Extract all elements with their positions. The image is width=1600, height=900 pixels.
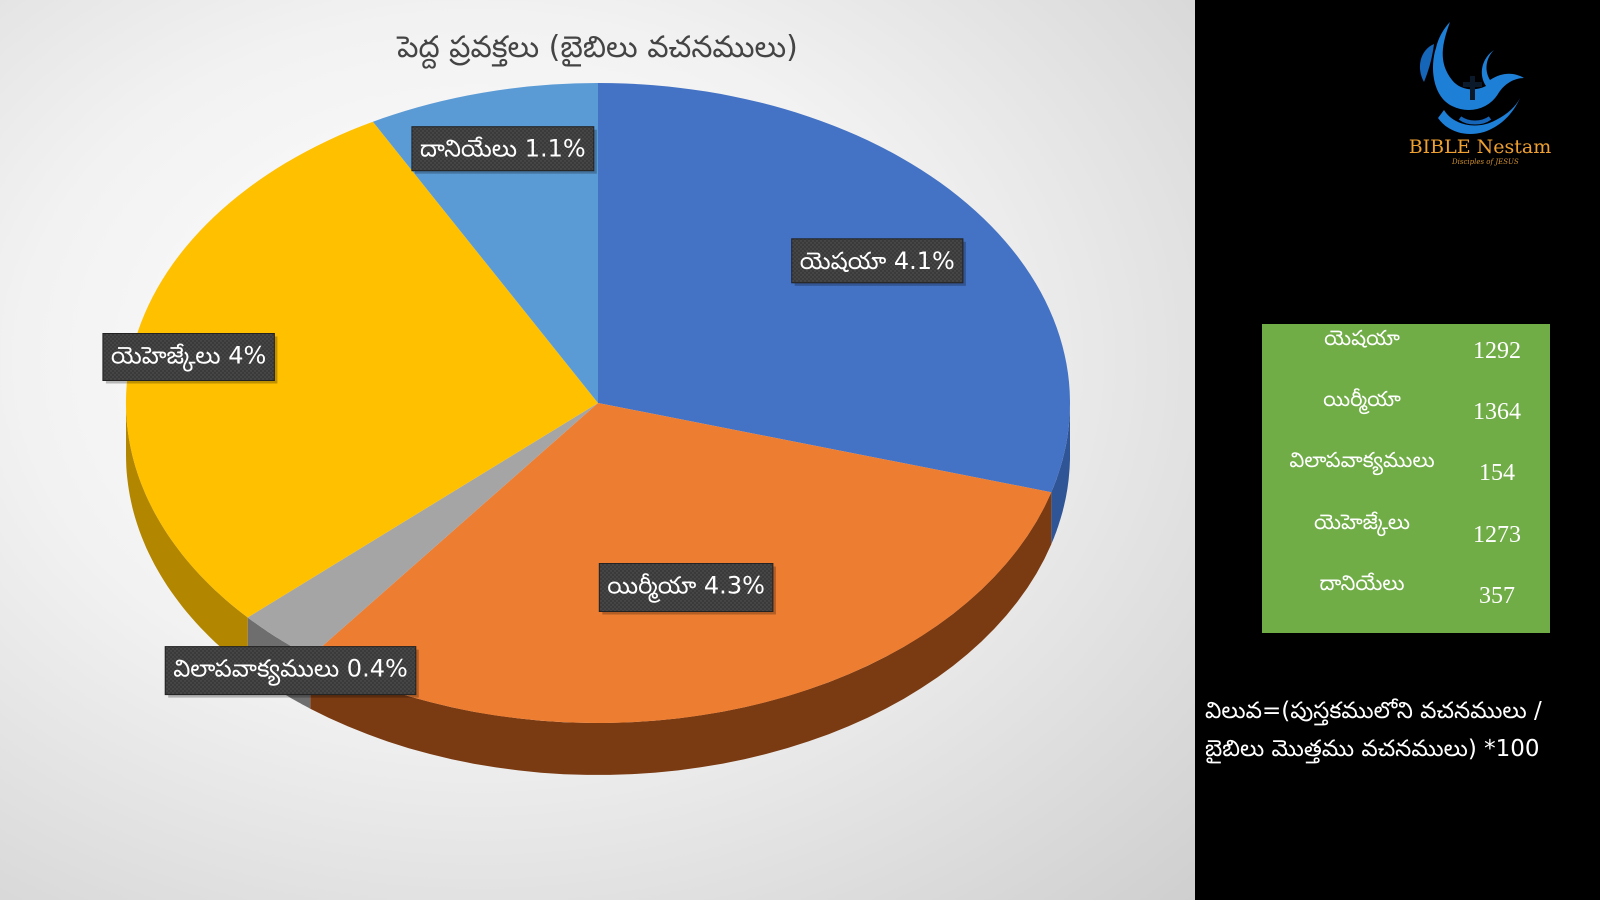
data-label-2: విలాపవాక్యములు 0.4% (164, 646, 419, 698)
table-row: యెషయా 1292 (1262, 324, 1550, 364)
logo-text: BIBLE Nestam (1408, 136, 1552, 158)
table-cell-value: 154 (1479, 460, 1515, 486)
data-label-box (102, 333, 275, 381)
table-cell-name: యెహెజ్కేలు (1313, 510, 1411, 534)
table-cell-value: 1292 (1473, 338, 1521, 364)
dove-logo-icon (1419, 22, 1524, 135)
data-label-4: దానియేలు 1.1% (411, 126, 597, 174)
data-label-box (411, 126, 595, 172)
data-label-0: యెషయా 4.1% (791, 238, 966, 286)
pie-side-3 (126, 403, 248, 670)
data-label-box (791, 238, 964, 284)
data-label-box (598, 563, 774, 612)
table-row: దానియేలు 357 (1262, 569, 1550, 609)
data-label-box (164, 646, 417, 696)
pie-slice-0 (598, 83, 1071, 493)
formula-line-2: బైబిలు మొత్తము వచనములు) *100 (1205, 736, 1540, 762)
table-cell-name: విలాపవాక్యములు (1289, 448, 1435, 472)
chart-title: పెద్ద ప్రవక్తలు (బైబిలు వచనములు) (397, 30, 798, 65)
table-row: విలాపవాక్యములు 154 (1262, 446, 1550, 486)
pie-slice-2 (247, 403, 598, 657)
data-label-text: యెహెజ్కేలు 4% (111, 342, 266, 373)
pie-slice-3 (125, 121, 599, 618)
table-cell-value: 1273 (1473, 522, 1521, 548)
table-row: యెహెజ్కేలు 1273 (1262, 508, 1550, 548)
table-row: యిర్మీయా 1364 (1262, 385, 1550, 425)
data-label-text: దానియేలు 1.1% (420, 135, 586, 163)
formula-note: విలువ=(పుస్తకములోని వచనములు / బైబిలు మొత… (1205, 692, 1595, 768)
pie-chart: యెషయా 4.1% యిర్మీయా 4.3% విలాపవాక్యములు 0.… (102, 82, 1071, 775)
table-cell-name: యెషయా (1324, 326, 1400, 350)
table-cell-name: దానియేలు (1319, 571, 1405, 595)
logo-tagline: Disciples of JESUS (1452, 158, 1519, 166)
data-label-text: విలాపవాక్యములు 0.4% (173, 655, 408, 687)
verse-count-table: యెషయా 1292 యిర్మీయా 1364 విలాపవాక్యములు … (1262, 324, 1550, 633)
table-cell-value: 1364 (1473, 399, 1521, 425)
pie-side-1 (310, 492, 1052, 775)
data-label-1: యిర్మీయా 4.3% (598, 563, 776, 615)
data-label-text: యెషయా 4.1% (800, 247, 955, 275)
chart-panel: పెద్ద ప్రవక్తలు (బైబిలు వచనములు) యెషయా 4… (0, 0, 1195, 900)
formula-line-1: విలువ=(పుస్తకములోని వచనములు / (1205, 698, 1542, 724)
pie-side-0 (1051, 403, 1070, 545)
table-cell-value: 357 (1479, 583, 1515, 609)
data-label-3: యెహెజ్కేలు 4% (102, 333, 278, 384)
table-cell-name: యిర్మీయా (1323, 387, 1401, 411)
data-label-text: యిర్మీయా 4.3% (607, 572, 765, 604)
